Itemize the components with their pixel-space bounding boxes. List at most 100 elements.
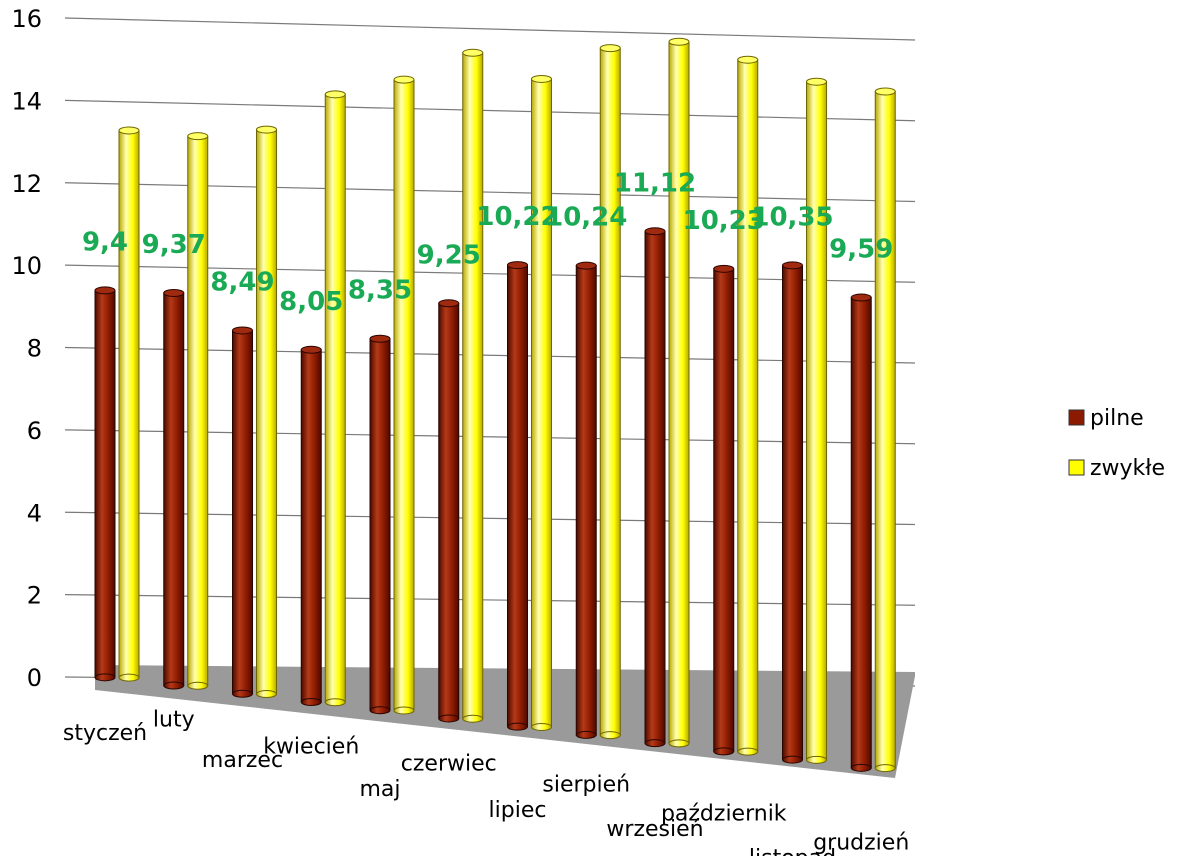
bar-base-pilne: [850, 763, 872, 772]
bar-zwykle: [599, 47, 621, 736]
legend-swatch-pilne: [1068, 409, 1085, 426]
bar-top-pilne: [163, 289, 185, 298]
bar-base-pilne: [369, 706, 391, 715]
bar-zwykle: [531, 78, 552, 728]
bar-base-pilne: [713, 747, 735, 756]
bar-base-zwykle: [393, 706, 415, 715]
bar-zwykle: [737, 59, 759, 753]
bar-base-zwykle: [874, 764, 896, 773]
y-tick-label: 4: [27, 499, 42, 527]
bars: [94, 37, 896, 773]
y-tick-label: 10: [11, 252, 42, 280]
bar-pilne: [575, 265, 597, 736]
y-axis: 0 2 4 6 8 10 12 14 16: [11, 5, 42, 692]
bar-top-pilne: [575, 261, 597, 270]
data-label-pilne: 9,25: [417, 240, 481, 270]
chart-floor-plane: [95, 665, 915, 778]
bar-base-zwykle: [256, 690, 277, 699]
bar-top-zwykle: [874, 87, 896, 96]
bar-base-zwykle: [324, 698, 346, 707]
chart-floor: [95, 665, 915, 778]
bar-base-zwykle: [806, 755, 827, 764]
data-label-pilne: 11,12: [614, 168, 696, 198]
bar-top-pilne: [232, 326, 253, 335]
bar-base-zwykle: [531, 722, 552, 731]
x-tick-label: październik: [661, 802, 787, 827]
x-tick-label: kwiecień: [263, 735, 359, 760]
bar-zwykle: [806, 81, 827, 761]
bar-base-zwykle: [462, 714, 484, 723]
bar-zwykle: [256, 129, 277, 695]
bar-top-zwykle: [806, 77, 827, 86]
bar-pilne: [782, 264, 803, 761]
data-label-pilne: 10,35: [751, 202, 833, 232]
bar-base-pilne: [232, 689, 253, 698]
bar-top-pilne: [438, 299, 460, 308]
bar-pilne: [850, 297, 872, 769]
bar-base-pilne: [300, 698, 322, 707]
bar-pilne: [94, 289, 116, 678]
x-tick-label: czerwiec: [401, 752, 497, 777]
bar-top-zwykle: [187, 132, 209, 141]
data-label-pilne: 8,49: [210, 267, 274, 297]
bar-top-pilne: [850, 293, 872, 302]
bar-top-pilne: [94, 286, 116, 295]
y-tick-label: 14: [11, 87, 42, 115]
gridline: [64, 99, 916, 122]
bar-top-zwykle: [462, 48, 484, 57]
y-tick-label: 2: [27, 582, 42, 610]
bar-top-zwykle: [599, 44, 621, 53]
data-label-pilne: 9,37: [142, 230, 206, 260]
bar-base-zwykle: [187, 681, 209, 690]
y-tick-label: 16: [11, 5, 42, 33]
bar-base-pilne: [163, 681, 185, 690]
bar-pilne: [507, 264, 528, 728]
x-tick-label: listopad: [749, 846, 836, 856]
bar-zwykle: [118, 129, 140, 679]
bar-top-pilne: [507, 261, 528, 270]
x-tick-label: lipiec: [489, 798, 547, 823]
x-tick-label: marzec: [202, 748, 283, 773]
bar-top-pilne: [300, 345, 322, 354]
bar-zwykle: [462, 52, 484, 720]
bar-pilne: [232, 329, 253, 695]
y-tick-label: 12: [11, 170, 42, 198]
bar-zwykle: [393, 79, 415, 711]
bar-base-pilne: [575, 730, 597, 739]
bar-top-zwykle: [668, 37, 690, 46]
data-label-pilne: 10,22: [476, 202, 558, 232]
legend: pilne zwykłe: [1068, 406, 1165, 481]
bar-base-zwykle: [668, 739, 690, 748]
bar-top-pilne: [713, 264, 735, 273]
data-label-pilne: 10,24: [545, 203, 627, 233]
data-label-pilne: 8,05: [279, 287, 343, 317]
bar-base-pilne: [644, 739, 666, 748]
bar-base-pilne: [507, 722, 528, 731]
bar-top-zwykle: [393, 75, 415, 84]
x-tick-label: grudzień: [813, 831, 909, 856]
bar-base-zwykle: [599, 731, 621, 740]
bar-zwykle: [187, 135, 209, 687]
bar-pilne: [713, 268, 735, 752]
bar-base-pilne: [438, 714, 460, 723]
data-label-pilne: 8,35: [348, 276, 412, 306]
x-tick-label: styczeń: [63, 721, 147, 746]
bar-base-pilne: [782, 755, 803, 764]
x-tick-label: wrzesień: [606, 817, 703, 842]
bar-zwykle: [874, 91, 896, 769]
legend-label-zwykle: zwykłe: [1090, 456, 1165, 481]
data-label-pilne: 10,23: [683, 206, 765, 236]
bar-top-pilne: [369, 334, 391, 343]
x-tick-label: maj: [359, 777, 400, 802]
x-tick-label: sierpień: [542, 773, 630, 798]
bar-base-zwykle: [737, 747, 759, 756]
y-tick-label: 8: [27, 335, 42, 363]
bar-pilne: [438, 302, 460, 719]
x-tick-label: luty: [153, 708, 195, 733]
y-tick-label: 6: [27, 417, 42, 445]
bar-pilne: [644, 230, 666, 744]
bar-top-pilne: [782, 261, 803, 270]
bar-zwykle: [668, 41, 690, 744]
gridline: [64, 17, 916, 41]
